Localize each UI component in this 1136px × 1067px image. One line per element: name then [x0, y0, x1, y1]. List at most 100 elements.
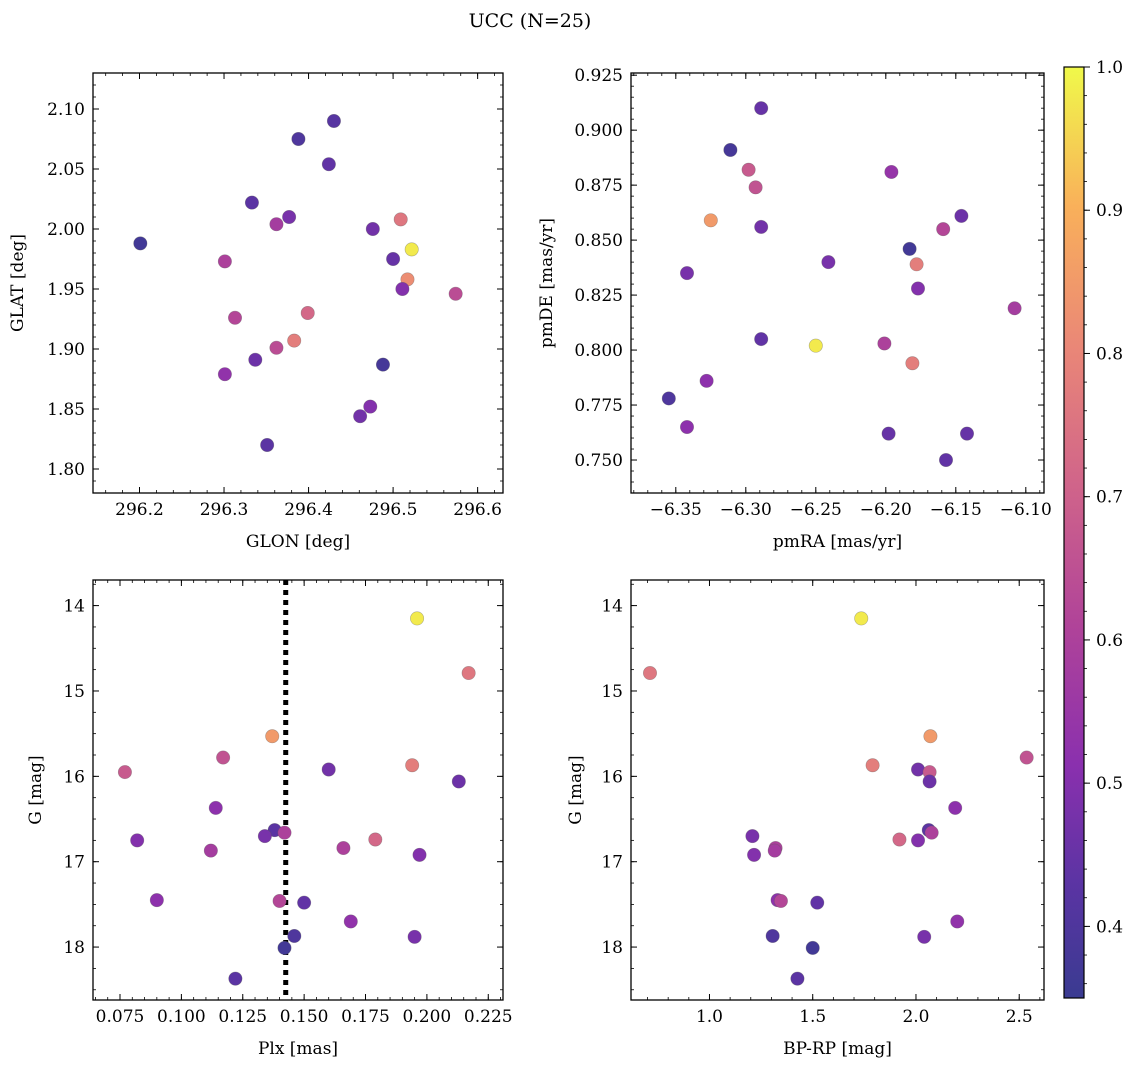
figure-title: UCC (N=25) [469, 10, 592, 32]
x-tick-label: 0.075 [96, 1007, 145, 1027]
scatter-point [754, 101, 769, 116]
y-axis-label: G [mag] [26, 755, 46, 824]
x-tick-label: 0.225 [464, 1007, 513, 1027]
scatter-point [699, 373, 714, 388]
scatter-point [911, 833, 926, 848]
x-tick-label: 0.150 [280, 1007, 329, 1027]
scatter-point [723, 142, 738, 157]
scatter-point [410, 611, 425, 626]
scatter-point [790, 971, 805, 986]
panel-pmra-pmde: −6.35 −6.30 −6.25 −6.20 −6.15 −6.10 0.750 0.775… [537, 66, 1052, 552]
scatter-point [877, 336, 892, 351]
x-tick-label: −6.15 [930, 500, 982, 520]
y-tick-label: 18 [601, 938, 623, 958]
y-tick-label: 17 [601, 853, 623, 873]
scatter-point [365, 222, 380, 237]
x-tick-label: 0.100 [157, 1007, 206, 1027]
scatter-point [248, 352, 263, 367]
y-tick-label: 0.825 [574, 286, 623, 306]
scatter-point [260, 437, 275, 452]
y-tick-label: 0.775 [574, 396, 623, 416]
scatter-point [1007, 301, 1022, 316]
colorbar-tick-label: 0.6 [1096, 631, 1123, 651]
x-tick-label: −6.25 [790, 500, 842, 520]
scatter-point [905, 356, 920, 371]
scatter-point [269, 217, 284, 232]
scatter-point [767, 843, 782, 858]
colorbar-tick-label: 0.4 [1096, 917, 1123, 937]
scatter-point [805, 940, 820, 955]
scatter-point [282, 210, 297, 225]
scatter-point [228, 310, 243, 325]
scatter-point [375, 357, 390, 372]
scatter-point [353, 409, 368, 424]
scatter-point [1019, 750, 1034, 765]
colorbar-tick-label: 0.9 [1096, 201, 1123, 221]
scatter-point [117, 765, 132, 780]
scatter-point [451, 774, 466, 789]
y-tick-label: 2.10 [47, 100, 85, 120]
scatter-point [321, 762, 336, 777]
scatter-point [130, 833, 145, 848]
y-tick-label: 1.85 [47, 400, 85, 420]
y-tick-label: 1.90 [47, 340, 85, 360]
scatter-point [745, 829, 760, 844]
scatter-point [407, 929, 422, 944]
y-tick-label: 16 [601, 767, 623, 787]
scatter-point [228, 971, 243, 986]
panel-plx-g: 0.075 0.100 0.125 0.150 0.175 0.200 0.225 14 15 1… [26, 579, 513, 1059]
x-tick-label: 296.6 [453, 500, 502, 520]
y-tick-label: 14 [63, 597, 85, 617]
scatter-point [133, 236, 148, 251]
scatter-point [393, 212, 408, 227]
axes-frame [630, 579, 1045, 1001]
scatter-point [679, 420, 694, 435]
scatter-point [448, 286, 463, 301]
scatter-point [642, 666, 657, 681]
scatter-point [661, 391, 676, 406]
x-axis-label: Plx [mas] [258, 1039, 338, 1059]
scatter-point [954, 208, 969, 223]
x-tick-label: 0.125 [218, 1007, 267, 1027]
scatter-point [297, 895, 312, 910]
axes-frame [92, 72, 504, 494]
scatter-point [703, 213, 718, 228]
x-tick-label: 296.2 [115, 500, 164, 520]
scatter-point [748, 180, 763, 195]
scatter-point [959, 426, 974, 441]
scatter-point [326, 114, 341, 129]
scatter-point [936, 222, 951, 237]
scatter-point [938, 453, 953, 468]
x-tick-label: 1.0 [696, 1007, 723, 1027]
scatter-point [902, 241, 917, 256]
scatter-point [881, 426, 896, 441]
scatter-point [810, 895, 825, 910]
scatter-point [217, 254, 232, 269]
x-tick-label: −6.20 [860, 500, 912, 520]
scatter-point [216, 750, 231, 765]
scatter-point [765, 928, 780, 943]
y-tick-label: 0.925 [574, 66, 623, 86]
y-axis-label: G [mag] [566, 755, 586, 824]
x-tick-label: −6.35 [650, 500, 702, 520]
scatter-point [203, 843, 218, 858]
scatter-point [277, 825, 292, 840]
scatter-point [343, 914, 358, 929]
colorbar-tick-label: 0.5 [1096, 774, 1123, 794]
scatter-point [265, 729, 280, 744]
y-tick-label: 15 [63, 682, 85, 702]
x-tick-label: 296.3 [200, 500, 249, 520]
y-tick-label: 0.875 [574, 176, 623, 196]
scatter-point [911, 762, 926, 777]
colorbar-tick-label: 0.7 [1096, 488, 1123, 508]
x-tick-label: 0.200 [403, 1007, 452, 1027]
scatter-point [291, 132, 306, 147]
colorbar-tick-label: 0.8 [1096, 344, 1123, 364]
y-axis-label: GLAT [deg] [8, 234, 28, 332]
panel-bprp-g: 1.0 1.5 2.0 2.5 14 15 16 17 18 BP-RP [mag] G [mag] [566, 579, 1045, 1059]
scatter-point [865, 758, 880, 773]
y-tick-label: 17 [63, 853, 85, 873]
scatter-point [910, 281, 925, 296]
scatter-point [948, 800, 963, 815]
